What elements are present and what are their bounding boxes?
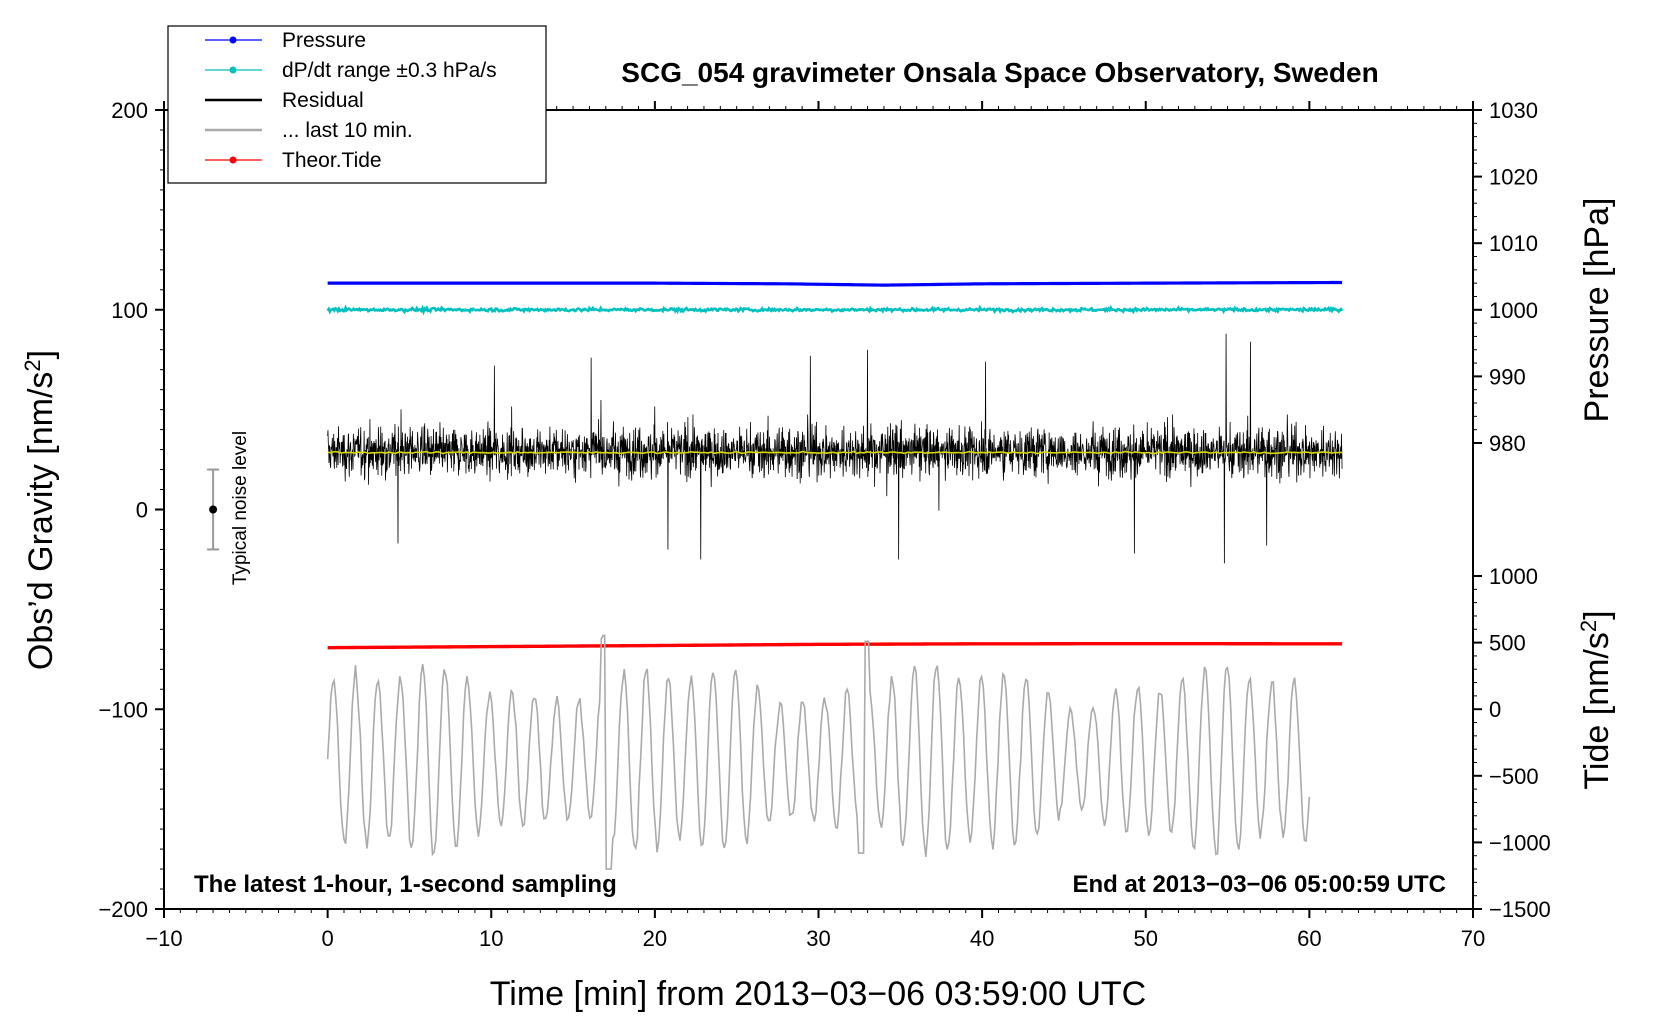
pressure-tick-label: 1020 — [1489, 165, 1538, 190]
tide-axis-title-main: Tide [nm/s — [1578, 632, 1616, 789]
pressure-tick-label: 1030 — [1489, 98, 1538, 123]
left-axis-title-sup: 2 — [20, 359, 45, 371]
legend-swatch-marker — [229, 66, 237, 74]
y-left-tick-label: 0 — [136, 498, 148, 523]
left-axis-title-end: ] — [22, 350, 60, 359]
legend: Pressure dP/dt range ±0.3 hPa/s Residual..… — [167, 25, 547, 184]
residual-mean-line — [327, 450, 1343, 455]
last-10-min-line — [326, 634, 1311, 870]
legend-label: Residual — [282, 89, 364, 112]
x-tick-label: 70 — [1461, 926, 1485, 951]
x-tick-label: 50 — [1134, 926, 1158, 951]
tide-tick-label: 0 — [1489, 697, 1501, 722]
x-tick-label: 20 — [643, 926, 667, 951]
ticks-layer — [155, 101, 1482, 918]
chart-title: SCG_054 gravimeter Onsala Space Observat… — [621, 57, 1378, 88]
pressure-axis-title: Pressure [hPa] — [1578, 198, 1616, 423]
legend-box — [167, 25, 547, 184]
legend-label: dP/dt range ±0.3 hPa/s — [282, 59, 497, 82]
tide-tick-label: −1500 — [1489, 897, 1551, 922]
x-tick-label: 40 — [970, 926, 994, 951]
tide-tick-label: −1000 — [1489, 830, 1551, 855]
tide-axis-title-sup: 2 — [1576, 620, 1601, 632]
pressure-line — [327, 280, 1343, 287]
plot-area — [155, 101, 1482, 918]
pressure-tick-label: 990 — [1489, 364, 1526, 389]
x-tick-label: 30 — [806, 926, 830, 951]
legend-label: ... last 10 min. — [282, 119, 413, 142]
pressure-tick-label: 1010 — [1489, 231, 1538, 256]
legend-label: Pressure — [282, 29, 366, 52]
left-axis-title-main: Obs’d Gravity [nm/s — [22, 372, 60, 671]
x-tick-label: 60 — [1297, 926, 1321, 951]
x-tick-label: −10 — [145, 926, 182, 951]
left-axis-title: Obs’d Gravity [nm/s2] — [20, 350, 61, 670]
annotation-sampling: The latest 1-hour, 1-second sampling — [194, 871, 617, 898]
tide-axis-title: Tide [nm/s2] — [1576, 610, 1617, 789]
tide-line — [327, 641, 1343, 650]
left-tick-labels: −200 −100 0 100 200 — [98, 98, 148, 922]
y-left-tick-label: −200 — [98, 897, 148, 922]
x-axis-title: Time [min] from 2013−03−06 03:59:00 UTC — [490, 975, 1146, 1013]
pressure-tick-label: 1000 — [1489, 298, 1538, 323]
y-left-tick-label: −100 — [98, 697, 148, 722]
series-layer — [326, 280, 1344, 870]
tide-tick-label: 1000 — [1489, 564, 1538, 589]
dpdt-line — [326, 304, 1344, 316]
x-tick-label: 0 — [322, 926, 334, 951]
annotation-end-time: End at 2013−03−06 05:00:59 UTC — [1072, 871, 1446, 898]
noise-label: Typical noise level — [230, 431, 251, 585]
legend-label: Theor.Tide — [282, 149, 382, 172]
y-left-tick-label: 100 — [111, 298, 148, 323]
pressure-tick-label: 980 — [1489, 431, 1526, 456]
x-tick-labels: −10 0 10 20 30 40 50 60 70 — [145, 926, 1485, 951]
legend-swatch-marker — [229, 156, 237, 164]
tide-tick-label: −500 — [1489, 764, 1539, 789]
legend-items: Pressure dP/dt range ±0.3 hPa/s Residual..… — [205, 29, 497, 172]
tide-axis-title-end: ] — [1578, 610, 1616, 619]
y-left-tick-label: 200 — [111, 98, 148, 123]
pressure-tick-labels: 980 990 1000 1010 1020 1030 — [1489, 98, 1538, 456]
tide-tick-label: 500 — [1489, 631, 1526, 656]
noise-indicator: Typical noise level — [207, 431, 251, 585]
x-tick-label: 10 — [479, 926, 503, 951]
noise-center-dot — [209, 505, 218, 514]
tide-tick-labels: −1500 −1000 −500 0 500 1000 — [1489, 564, 1551, 922]
legend-swatch-marker — [229, 36, 237, 44]
